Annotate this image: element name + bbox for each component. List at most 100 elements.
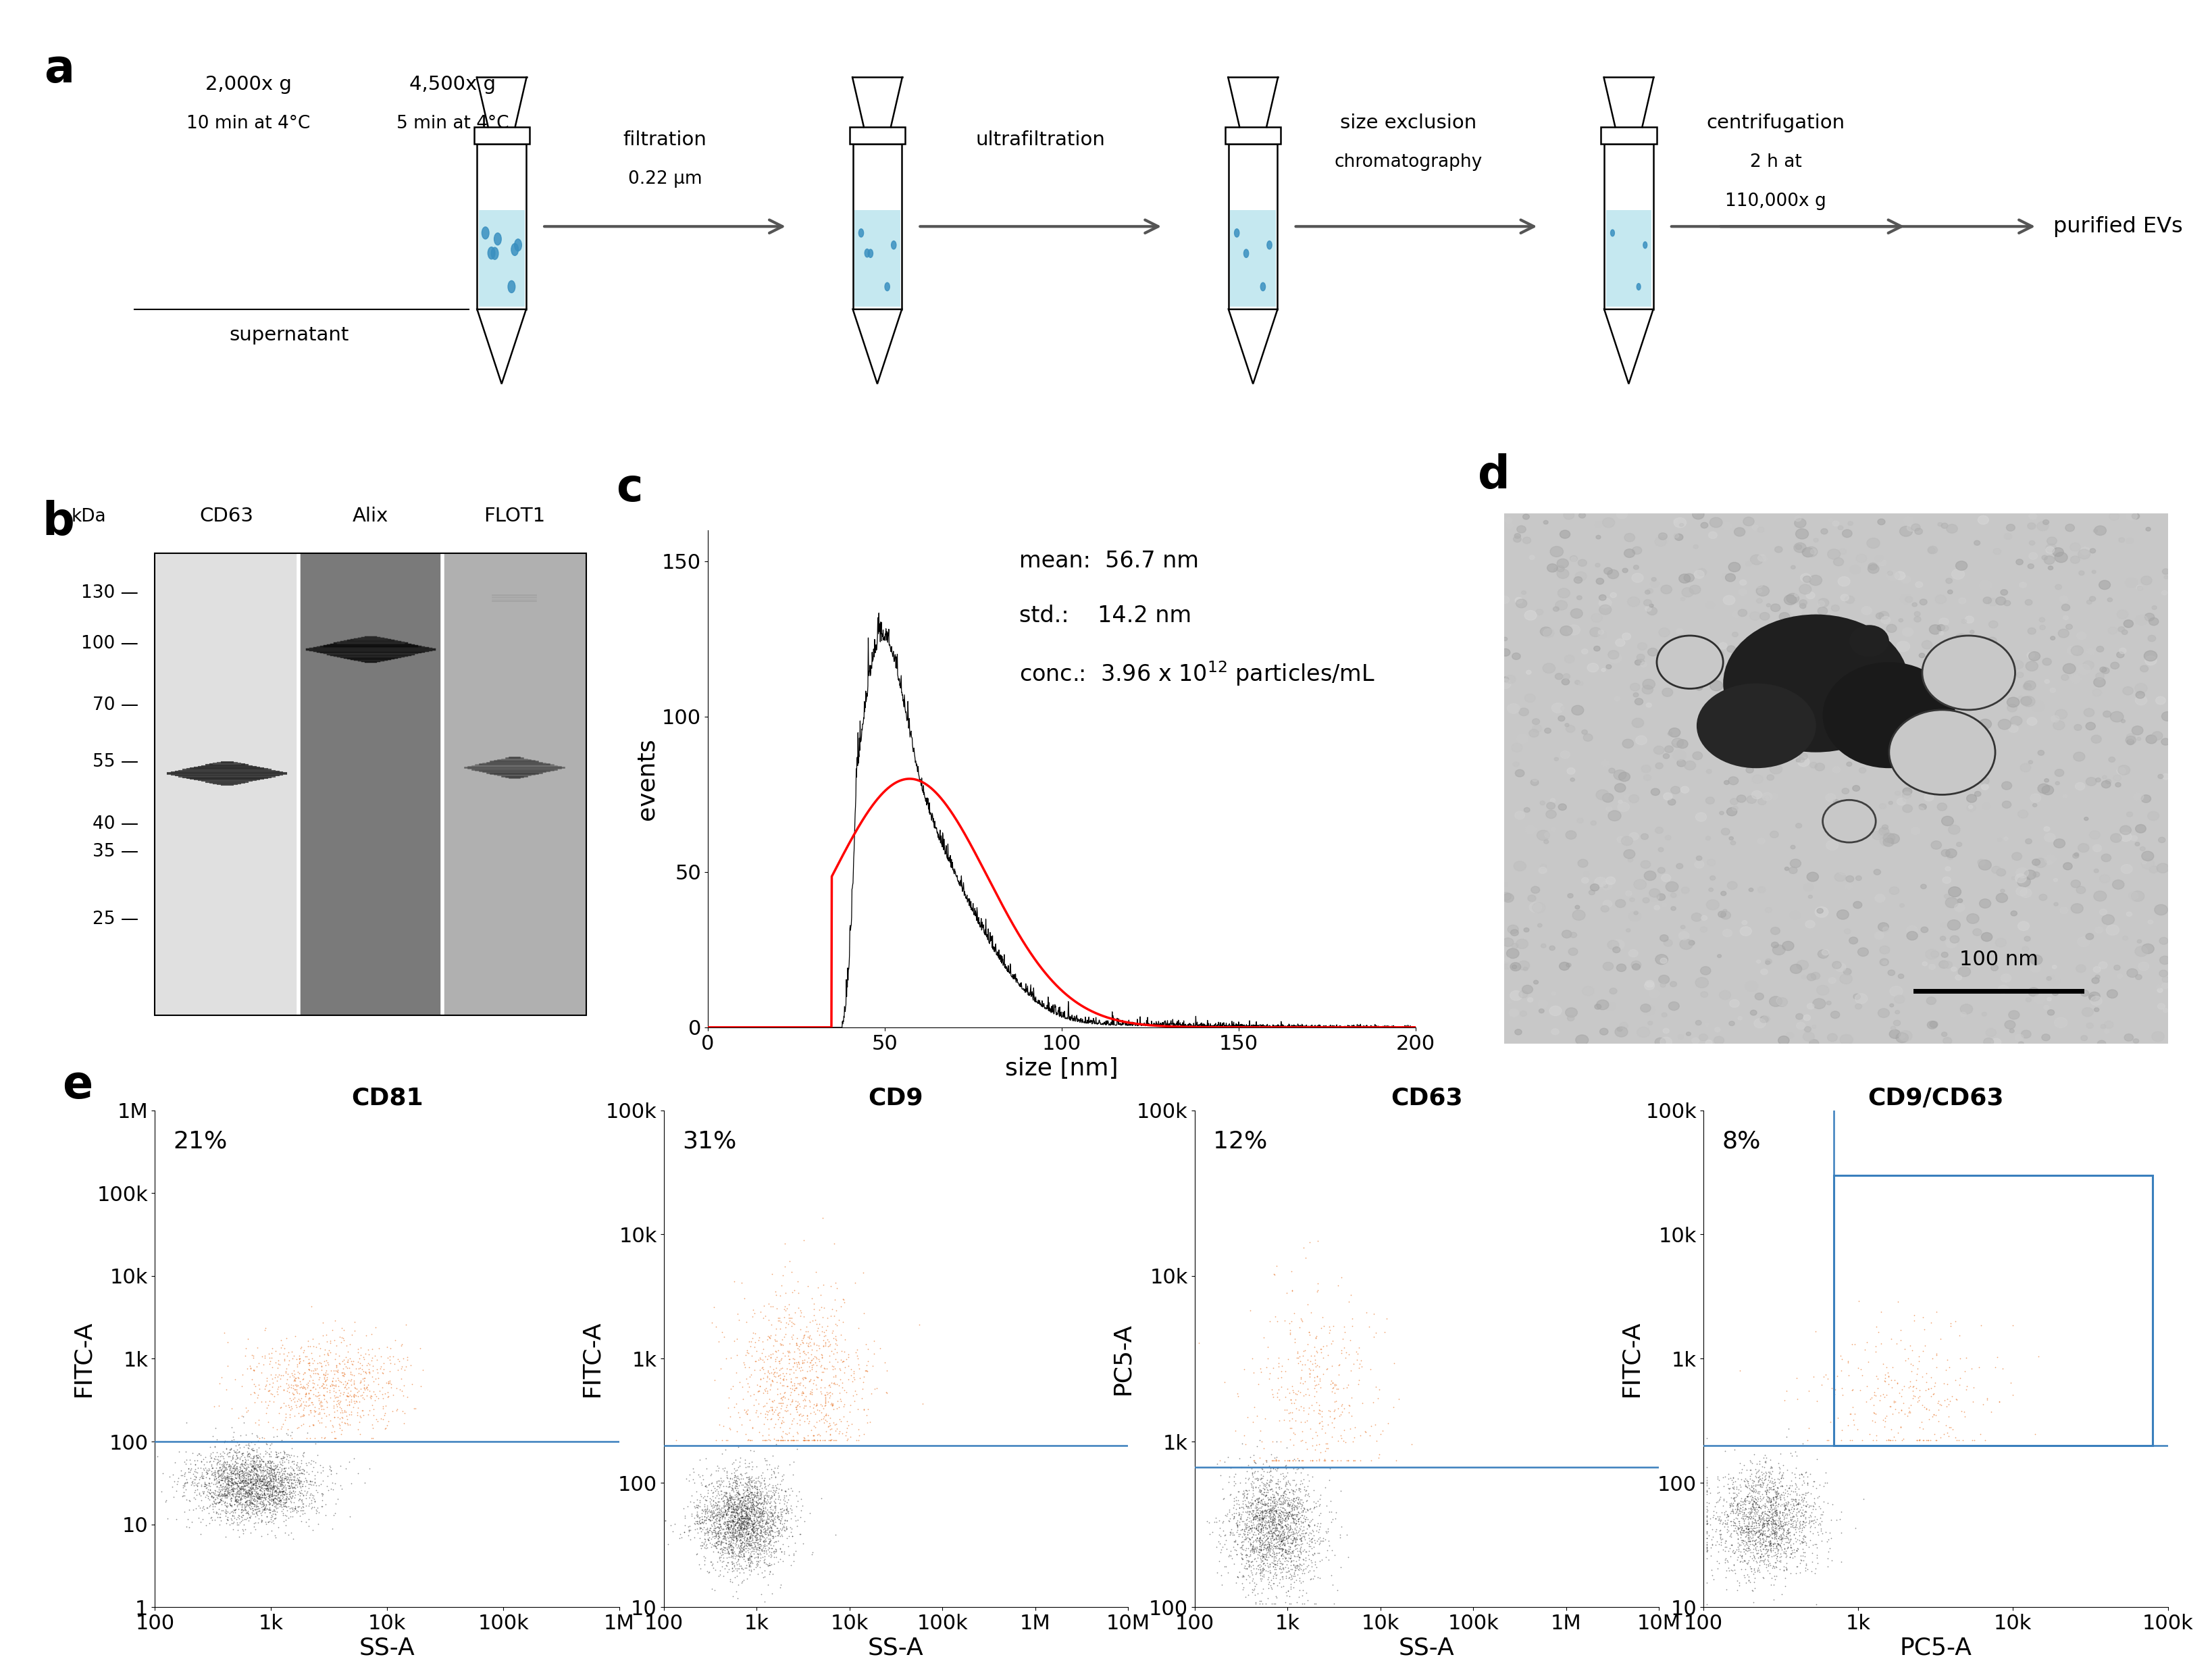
Point: [770, 1339, 805, 1365]
Point: [263, 1478, 299, 1505]
Circle shape: [2121, 630, 2128, 635]
Point: [1252, 1505, 1287, 1531]
Point: [1276, 1563, 1312, 1589]
Point: [1776, 1503, 1812, 1529]
Point: [1237, 1521, 1272, 1548]
Point: [279, 1392, 314, 1418]
Point: [752, 1518, 787, 1544]
Circle shape: [1626, 928, 1630, 931]
Point: [737, 1516, 772, 1543]
Point: [1867, 1413, 1902, 1440]
Point: [1248, 1521, 1283, 1548]
Circle shape: [1770, 928, 1781, 935]
Point: [803, 1352, 838, 1379]
Point: [241, 1495, 276, 1521]
Point: [734, 1518, 770, 1544]
Point: [301, 1379, 336, 1405]
Circle shape: [1608, 570, 1619, 578]
Circle shape: [1513, 862, 1526, 872]
Point: [1688, 1455, 1723, 1481]
Point: [732, 1544, 768, 1571]
Point: [272, 1443, 307, 1470]
Point: [265, 1478, 301, 1505]
Point: [290, 1475, 325, 1501]
Point: [241, 1455, 276, 1481]
Point: [708, 1427, 743, 1453]
Point: [1739, 1518, 1774, 1544]
Circle shape: [2159, 938, 2168, 944]
Point: [714, 1508, 750, 1534]
Point: [701, 1505, 737, 1531]
Point: [1283, 1505, 1318, 1531]
Point: [1250, 1501, 1285, 1528]
Point: [1241, 1513, 1276, 1539]
Point: [274, 1478, 310, 1505]
Point: [1778, 1538, 1814, 1564]
Point: [1814, 1524, 1849, 1551]
Point: [208, 1453, 243, 1480]
Point: [723, 1523, 759, 1549]
Point: [1310, 1518, 1345, 1544]
Point: [1285, 1455, 1321, 1481]
Point: [732, 1501, 768, 1528]
Point: [257, 1485, 292, 1511]
Point: [763, 1574, 799, 1601]
Point: [1214, 1506, 1250, 1533]
Point: [692, 1514, 728, 1541]
Point: [1292, 1355, 1327, 1382]
Point: [1272, 1533, 1307, 1559]
Point: [1790, 1529, 1825, 1556]
Point: [714, 1524, 750, 1551]
Point: [1265, 1536, 1301, 1563]
Point: [347, 1470, 383, 1496]
Point: [334, 1367, 369, 1394]
Point: [721, 1543, 757, 1569]
Point: [690, 1526, 726, 1553]
Point: [1228, 1521, 1263, 1548]
Point: [726, 1511, 761, 1538]
Point: [345, 1379, 380, 1405]
Point: [307, 1349, 343, 1375]
Point: [781, 1279, 816, 1306]
Point: [1732, 1548, 1767, 1574]
Point: [281, 1471, 316, 1498]
Point: [1785, 1510, 1820, 1536]
Point: [1254, 1510, 1290, 1536]
Point: [1241, 1485, 1276, 1511]
Point: [739, 1519, 774, 1546]
Point: [703, 1498, 739, 1524]
Point: [1290, 1511, 1325, 1538]
Point: [706, 1495, 741, 1521]
Circle shape: [1803, 1014, 1809, 1021]
Point: [234, 1476, 270, 1503]
Circle shape: [1832, 701, 1843, 711]
Point: [757, 1511, 792, 1538]
Point: [246, 1493, 281, 1519]
Point: [712, 1344, 748, 1370]
Point: [1796, 1559, 1832, 1586]
Point: [1703, 1516, 1739, 1543]
Point: [1754, 1486, 1790, 1513]
Point: [1263, 1523, 1298, 1549]
Point: [1834, 1331, 1869, 1357]
Point: [1763, 1511, 1798, 1538]
Point: [717, 1506, 752, 1533]
Point: [745, 1528, 781, 1554]
Point: [347, 1374, 383, 1400]
Point: [710, 1465, 745, 1491]
Circle shape: [1825, 794, 1836, 802]
Point: [737, 1519, 772, 1546]
Point: [279, 1465, 314, 1491]
Point: [1321, 1352, 1356, 1379]
Point: [239, 1501, 274, 1528]
Point: [1739, 1531, 1774, 1558]
Point: [248, 1342, 283, 1369]
Point: [717, 1496, 752, 1523]
Polygon shape: [854, 310, 902, 384]
Point: [1929, 1394, 1964, 1420]
Point: [250, 1473, 285, 1500]
Point: [1265, 1490, 1301, 1516]
Point: [787, 1364, 823, 1390]
Point: [1734, 1510, 1770, 1536]
Point: [1239, 1516, 1274, 1543]
